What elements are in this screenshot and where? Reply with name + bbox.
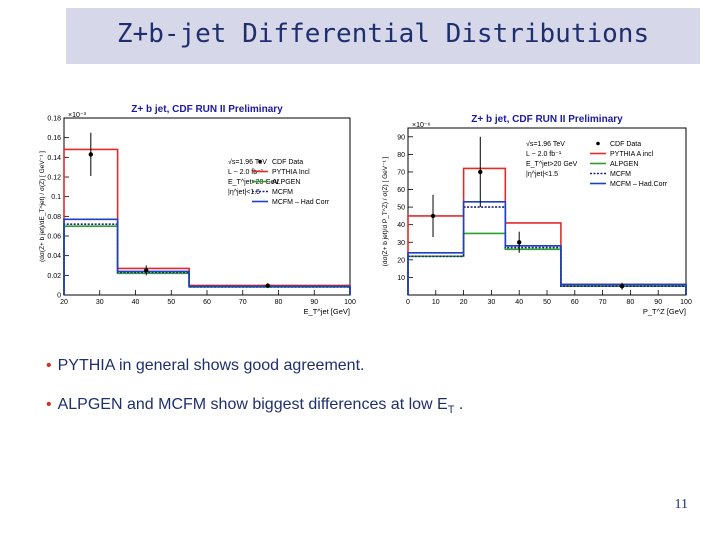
legend-entry: CDF Data bbox=[272, 159, 303, 166]
legend-info-line: |η^jet|<1.5 bbox=[228, 189, 260, 196]
x-tick-label: 0 bbox=[406, 299, 410, 306]
legend-entry: PYTHIA A incl bbox=[610, 151, 654, 158]
x-tick-label: 40 bbox=[515, 299, 523, 306]
y-tick-label: 0.06 bbox=[47, 234, 61, 241]
y-tick-label: 0.04 bbox=[47, 253, 61, 260]
x-tick-label: 30 bbox=[488, 299, 496, 306]
bullet-marker: • bbox=[46, 357, 52, 374]
x-tick-label: 60 bbox=[571, 299, 579, 306]
y-tick-label: 0.08 bbox=[47, 214, 61, 221]
y-tick-label: 10 bbox=[397, 275, 405, 282]
legend-info-line: L ~ 2.0 fb⁻¹ bbox=[526, 151, 562, 158]
y-axis-label: (dσ(Z+ b jet)/d P_T^Z) / σ(Z) [ GeV⁻¹ ] bbox=[382, 156, 389, 266]
bullet-2-end: . bbox=[454, 396, 464, 413]
y-tick-label: 20 bbox=[397, 257, 405, 264]
x-tick-label: 70 bbox=[599, 299, 607, 306]
y-tick-label: 0.14 bbox=[47, 155, 61, 162]
data-point bbox=[517, 240, 522, 245]
chart-title: Z+ b jet, CDF RUN II Preliminary bbox=[131, 104, 283, 115]
exponent-label: ×10⁻³ bbox=[68, 112, 87, 119]
hist-pythia-incl bbox=[63, 148, 351, 295]
legend-entry: MCFM bbox=[272, 189, 293, 196]
plot-frame bbox=[63, 117, 351, 296]
y-tick-label: 0 bbox=[57, 293, 61, 300]
hist-mcfm-had-corr bbox=[407, 201, 687, 295]
x-tick-label: 20 bbox=[60, 299, 68, 306]
y-tick-label: 70 bbox=[397, 169, 405, 176]
legend-entry: ALPGEN bbox=[272, 179, 300, 186]
bullet-2: • ALPGEN and MCFM show biggest difference… bbox=[46, 396, 463, 416]
legend-entry: PYTHIA Incl bbox=[272, 169, 310, 176]
bullet-marker: • bbox=[46, 396, 52, 413]
x-tick-label: 100 bbox=[344, 299, 356, 306]
x-tick-label: 10 bbox=[432, 299, 440, 306]
data-point bbox=[265, 283, 270, 288]
y-tick-label: 50 bbox=[397, 205, 405, 212]
legend-marker bbox=[596, 141, 600, 146]
legend-info-line: √s=1.96 TeV bbox=[228, 158, 267, 166]
y-tick-label: 80 bbox=[397, 152, 405, 159]
x-tick-label: 90 bbox=[310, 299, 318, 306]
legend-info-line: |η^jet|<1.5 bbox=[526, 171, 558, 178]
x-tick-label: 80 bbox=[627, 299, 635, 306]
y-tick-label: 0.02 bbox=[47, 273, 61, 280]
legend-marker bbox=[258, 159, 262, 164]
x-tick-label: 90 bbox=[654, 299, 662, 306]
chart-pt-z: Z+ b jet, CDF RUN II Preliminary ×10⁻⁶ 0 10… bbox=[382, 114, 692, 316]
x-tick-label: 70 bbox=[239, 299, 247, 306]
x-tick-label: 100 bbox=[680, 299, 692, 306]
x-tick-label: 60 bbox=[203, 299, 211, 306]
x-tick-label: 80 bbox=[275, 299, 283, 306]
y-tick-label: 40 bbox=[397, 222, 405, 229]
page-number: 11 bbox=[674, 497, 688, 512]
hist-mcfm-had-corr bbox=[63, 218, 351, 295]
data-point bbox=[430, 213, 436, 219]
x-axis-label: P_T^Z [GeV] bbox=[643, 307, 686, 316]
y-tick-label: 0.16 bbox=[47, 135, 61, 142]
data-point bbox=[619, 284, 625, 289]
legend-entry: MCFM bbox=[610, 171, 631, 178]
legend-entry: CDF Data bbox=[610, 141, 641, 148]
x-tick-label: 50 bbox=[543, 299, 551, 306]
y-tick-label: 30 bbox=[397, 240, 405, 247]
slide-title: Z+b-jet Differential Distributions bbox=[116, 19, 650, 49]
chart-et-jet: Z+ b jet, CDF RUN II Preliminary ×10⁻³ 20 3… bbox=[39, 104, 356, 316]
bullet-1-text: PYTHIA in general shows good agreement. bbox=[57, 357, 365, 374]
y-tick-label: 0.18 bbox=[47, 116, 61, 123]
y-tick-label: 0.1 bbox=[51, 194, 61, 201]
legend-info-line: E_T^jet>20 GeV bbox=[526, 161, 578, 168]
exponent-label: ×10⁻⁶ bbox=[412, 122, 431, 129]
bullet-2-subscript: T bbox=[447, 404, 455, 417]
data-point bbox=[144, 268, 149, 273]
x-tick-label: 30 bbox=[96, 299, 104, 306]
legend-entry: ALPGEN bbox=[610, 161, 638, 168]
x-tick-label: 50 bbox=[167, 299, 175, 306]
x-tick-label: 40 bbox=[132, 299, 140, 306]
x-tick-label: 20 bbox=[460, 299, 468, 306]
legend-entry: MCFM – Had Corr bbox=[272, 199, 330, 206]
legend-info-line: √s=1.96 TeV bbox=[526, 140, 565, 148]
legend-entry: MCFM – Had.Corr bbox=[610, 181, 668, 188]
title-band: Z+b-jet Differential Distributions bbox=[66, 8, 700, 64]
y-tick-label: 0.12 bbox=[47, 175, 61, 182]
data-point bbox=[478, 169, 483, 175]
y-tick-label: 90 bbox=[397, 134, 405, 141]
bullet-1: • PYTHIA in general shows good agreement. bbox=[46, 357, 364, 375]
y-axis-label: (dσ(Z+ b jet)/dE_T^jet) / σ(Z) [ GeV⁻¹ ] bbox=[39, 151, 46, 262]
x-axis-label: E_T^jet [GeV] bbox=[304, 307, 350, 316]
y-tick-label: 60 bbox=[397, 187, 405, 194]
plot-frame bbox=[407, 127, 687, 296]
bullet-2-text: ALPGEN and MCFM show biggest differences… bbox=[57, 396, 448, 413]
legend-info-line: E_T^jet>20 GeV bbox=[228, 179, 280, 186]
legend-info-line: L ~ 2.0 fb⁻¹ bbox=[228, 169, 264, 176]
chart-title: Z+ b jet, CDF RUN II Preliminary bbox=[471, 114, 623, 125]
data-point bbox=[88, 152, 94, 157]
